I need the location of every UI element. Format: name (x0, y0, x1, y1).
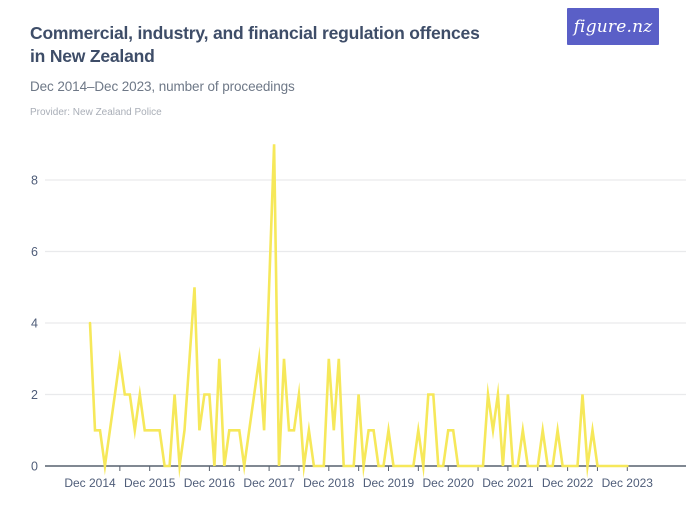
page-title: Commercial, industry, and financial regu… (30, 22, 550, 68)
x-axis-tick-label: Dec 2021 (482, 476, 534, 490)
x-axis-tick-label: Dec 2020 (423, 476, 475, 490)
y-axis-tick-label: 8 (31, 174, 38, 188)
y-axis-tick-label: 4 (31, 317, 38, 331)
x-axis-tick-label: Dec 2015 (124, 476, 176, 490)
title-line-1: Commercial, industry, and financial regu… (30, 23, 480, 43)
chart-header: Commercial, industry, and financial regu… (30, 22, 550, 118)
x-axis-tick-label: Dec 2019 (363, 476, 415, 490)
figure-nz-logo-text: figure.nz (573, 16, 653, 37)
y-axis-tick-label: 2 (31, 388, 38, 402)
x-axis-tick-label: Dec 2014 (64, 476, 116, 490)
y-axis-tick-label: 0 (31, 460, 38, 474)
x-axis-tick-label: Dec 2022 (542, 476, 594, 490)
title-line-2: in New Zealand (30, 46, 155, 66)
x-axis-tick-label: Dec 2016 (184, 476, 236, 490)
proceedings-line-series (88, 144, 629, 479)
x-axis-tick-label: Dec 2023 (602, 476, 654, 490)
figure-nz-logo[interactable]: figure.nz (567, 8, 659, 45)
chart-subtitle: Dec 2014–Dec 2023, number of proceedings (30, 79, 295, 94)
x-axis-tick-label: Dec 2017 (243, 476, 295, 490)
x-axis-tick-label: Dec 2018 (303, 476, 355, 490)
provider-attribution: Provider: New Zealand Police (30, 107, 162, 118)
y-axis-tick-label: 6 (31, 245, 38, 259)
